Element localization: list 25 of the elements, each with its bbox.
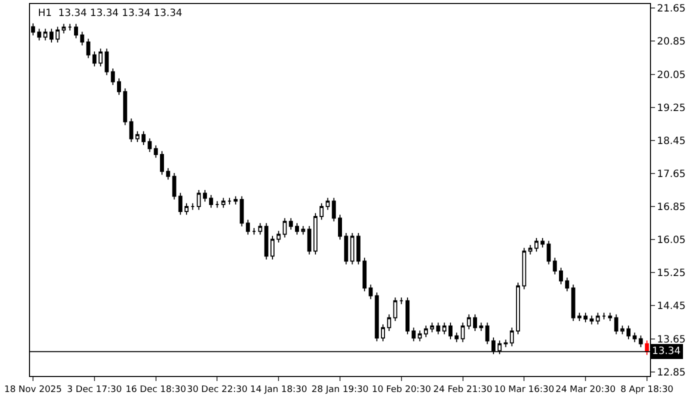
y-tick-label: 19.25 xyxy=(657,102,686,114)
y-tick-label: 16.05 xyxy=(657,235,686,246)
x-tick-label: 30 Dec 22:30 xyxy=(186,384,248,395)
x-tick-label: 28 Jan 19:30 xyxy=(312,384,369,395)
chart-title: H1 13.34 13.34 13.34 13.34 xyxy=(38,8,182,19)
x-tick-label: 24 Feb 21:30 xyxy=(433,384,493,395)
y-tick-label: 20.05 xyxy=(657,70,686,81)
y-tick-label: 21.65 xyxy=(657,4,686,15)
y-tick-label: 17.65 xyxy=(657,168,686,180)
x-tick-label: 8 Apr 18:30 xyxy=(620,384,674,395)
y-tick-label: 13.65 xyxy=(657,334,686,346)
y-tick-label: 15.25 xyxy=(657,268,686,280)
y-tick-label: 18.45 xyxy=(657,136,686,147)
x-tick-label: 18 Nov 2025 xyxy=(4,384,62,395)
y-tick-label: 16.85 xyxy=(657,202,686,214)
y-tick-label: 12.85 xyxy=(657,367,686,378)
x-tick-label: 10 Mar 16:30 xyxy=(494,384,554,395)
x-tick-label: 24 Mar 20:30 xyxy=(555,384,616,395)
x-tick-label: 14 Jan 18:30 xyxy=(250,384,308,395)
x-tick-label: 10 Feb 20:30 xyxy=(372,384,432,395)
y-tick-label: 20.85 xyxy=(657,36,686,48)
x-tick-label: 3 Dec 17:30 xyxy=(67,384,122,395)
ref-line-label: 13.34 xyxy=(652,346,681,357)
x-tick-label: 16 Dec 18:30 xyxy=(126,384,186,395)
y-tick-label: 14.45 xyxy=(657,301,686,312)
